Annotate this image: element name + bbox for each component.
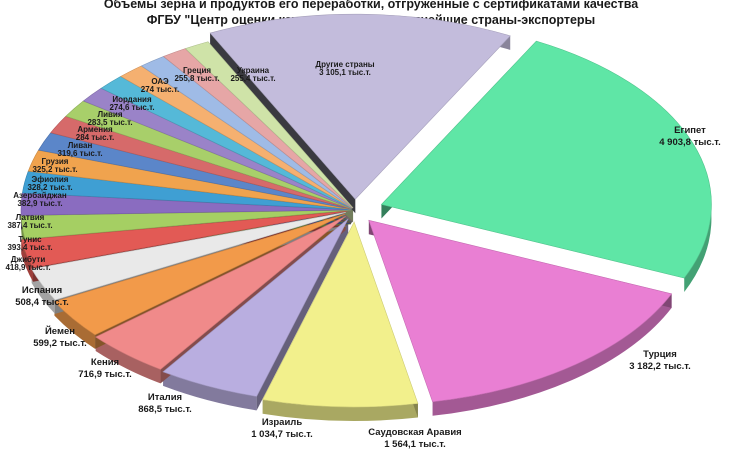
- slice-label-7: Испания 508,4 тыс.т.: [15, 285, 69, 308]
- pie-slice-6: [31, 212, 346, 301]
- slice-side-1: [432, 293, 672, 416]
- slice-label-9: Тунис 393,4 тыс.т.: [7, 235, 52, 252]
- slice-wall-21: [210, 33, 356, 214]
- slice-label-3: Израиль 1 034,7 тыс.т.: [251, 417, 312, 440]
- slice-label-16: Ливия 283,5 тыс.т.: [87, 110, 132, 127]
- pie-slice-8: [20, 209, 352, 240]
- slice-label-4: Италия 868,5 тыс.т.: [138, 392, 192, 415]
- slice-label-5: Кения 716,9 тыс.т.: [78, 357, 132, 380]
- slice-label-1: Турция 3 182,2 тыс.т.: [629, 349, 690, 372]
- slice-label-11: Азербайджан 382,9 тыс.т.: [13, 191, 67, 208]
- slice-label-17: Иордания 274,6 тыс.т.: [109, 95, 154, 112]
- slice-side-5: [54, 301, 96, 349]
- pie-slice-7: [20, 210, 348, 269]
- pie-slice-2: [262, 221, 419, 408]
- slice-label-8: Джибути 418,9 тыс.т.: [5, 255, 50, 272]
- slice-label-12: Эфиопия 328,2 тыс.т.: [27, 175, 72, 192]
- pie-slice-0: [380, 40, 712, 279]
- slice-wall-3: [256, 218, 349, 411]
- slice-side-2: [262, 399, 418, 421]
- slice-side-3: [163, 371, 257, 411]
- slice-label-20: Украина 255,4 тыс.т.: [230, 66, 275, 83]
- slice-label-18: ОАЭ 274 тыс.т.: [141, 77, 179, 94]
- slice-side-4: [95, 337, 161, 384]
- slice-side-7: [21, 239, 34, 282]
- slice-label-19: Греция 255,8 тыс.т.: [174, 66, 219, 83]
- pie-slice-3: [162, 218, 349, 397]
- slice-label-13: Грузия 325,2 тыс.т.: [32, 157, 77, 174]
- pie-slice-20: [184, 41, 354, 209]
- pie-slice-4: [95, 216, 346, 370]
- pie-slice-1: [368, 219, 673, 403]
- slice-label-2: Саудовская Аравия 1 564,1 тыс.т.: [368, 427, 461, 450]
- pie-slice-5: [53, 213, 346, 336]
- chart-title-line-1: Объемы зерна и продуктов его переработки…: [103, 0, 639, 11]
- slice-label-15: Армения 284 тыс.т.: [76, 125, 114, 142]
- slice-label-0: Египет 4 903,8 тыс.т.: [659, 125, 720, 148]
- slice-label-6: Йемен 599,2 тыс.т.: [33, 325, 87, 349]
- pie-slice-21: [209, 13, 511, 200]
- slice-label-14: Ливан 319,6 тыс.т.: [57, 141, 102, 158]
- slice-label-21: Другие страны 3 105,1 тыс.т.: [315, 60, 374, 77]
- slice-label-10: Латвия 387,4 тыс.т.: [7, 213, 52, 230]
